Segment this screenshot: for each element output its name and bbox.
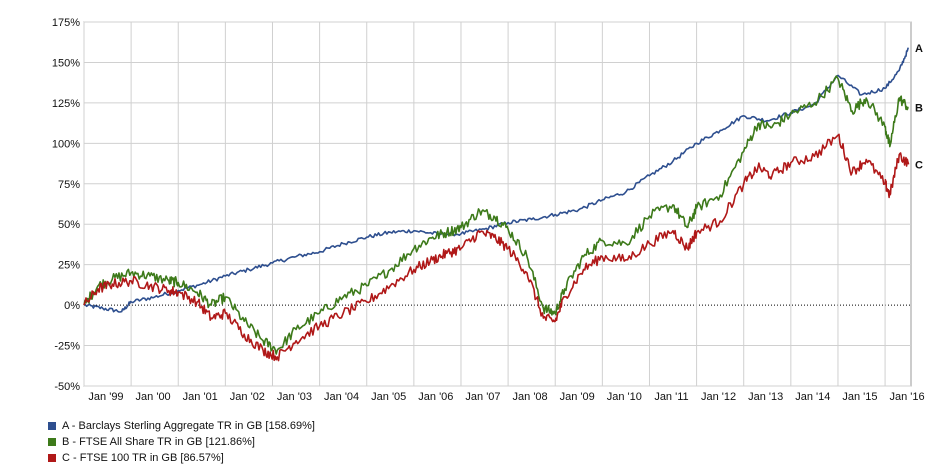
x-tick-label: Jan '09: [560, 391, 595, 400]
x-tick-label: Jan '11: [654, 391, 688, 400]
y-tick-label: 25%: [58, 260, 80, 272]
legend-swatch-c: [48, 454, 56, 462]
y-tick-label: 75%: [58, 179, 80, 191]
y-tick-label: -50%: [54, 381, 80, 393]
x-tick-label: Jan '16: [890, 391, 925, 400]
legend-item-b: B - FTSE All Share TR in GB [121.86%]: [48, 434, 315, 450]
y-tick-label: -25%: [54, 341, 80, 353]
legend-label-c: C - FTSE 100 TR in GB [86.57%]: [62, 452, 224, 464]
y-tick-label: 0%: [64, 300, 80, 312]
x-tick-label: Jan '03: [277, 391, 312, 400]
y-axis: 175% 150% 125% 100% 75% 50% 25% 0% -25% -50%: [52, 17, 80, 393]
x-tick-label: Jan '05: [371, 391, 406, 400]
legend: A - Barclays Sterling Aggregate TR in GB…: [48, 418, 315, 466]
x-tick-label: Jan '07: [465, 391, 500, 400]
x-tick-label: Jan '13: [748, 391, 783, 400]
x-tick-label: Jan '02: [230, 391, 265, 400]
x-tick-label: Jan '10: [607, 391, 642, 400]
series-end-label-c: C: [915, 159, 923, 171]
x-tick-label: Jan '14: [795, 391, 830, 400]
series-layer: [83, 47, 910, 362]
y-tick-label: 150%: [52, 57, 80, 69]
end-labels: A B C: [915, 43, 923, 171]
legend-label-b: B - FTSE All Share TR in GB [121.86%]: [62, 436, 255, 448]
x-tick-label: Jan '99: [88, 391, 123, 400]
legend-item-c: C - FTSE 100 TR in GB [86.57%]: [48, 450, 315, 466]
x-tick-label: Jan '04: [324, 391, 359, 400]
y-tick-label: 175%: [52, 17, 80, 29]
series-line-c: [83, 133, 910, 362]
series-end-label-a: A: [915, 43, 923, 55]
series-end-label-b: B: [915, 103, 923, 115]
y-tick-label: 125%: [52, 98, 80, 110]
x-axis: Jan '99 Jan '00 Jan '01 Jan '02 Jan '03 Jan '…: [88, 391, 924, 400]
x-tick-label: Jan '06: [418, 391, 453, 400]
legend-item-a: A - Barclays Sterling Aggregate TR in GB…: [48, 418, 315, 434]
series-line-a: [83, 47, 910, 313]
x-tick-label: Jan '15: [842, 391, 877, 400]
y-tick-label: 100%: [52, 138, 80, 150]
legend-label-a: A - Barclays Sterling Aggregate TR in GB…: [62, 420, 315, 432]
legend-swatch-b: [48, 438, 56, 446]
x-tick-label: Jan '01: [183, 391, 218, 400]
legend-swatch-a: [48, 422, 56, 430]
plot-area: [83, 21, 912, 387]
y-tick-label: 50%: [58, 219, 80, 231]
x-tick-label: Jan '00: [136, 391, 171, 400]
line-chart: 175% 150% 125% 100% 75% 50% 25% 0% -25% -50% Jan …: [52, 17, 925, 400]
series-line-b: [83, 75, 909, 355]
x-tick-label: Jan '12: [701, 391, 736, 400]
x-tick-label: Jan '08: [513, 391, 548, 400]
